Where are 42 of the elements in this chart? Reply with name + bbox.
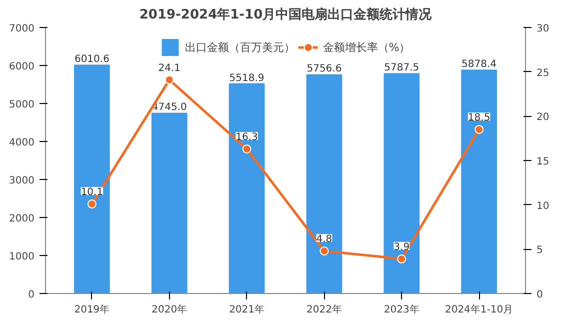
- x-tick-label: 2020年: [152, 304, 188, 316]
- point: [87, 199, 96, 208]
- legend-label: 出口金额（百万美元）: [184, 40, 295, 54]
- data-label: 5878.4: [462, 59, 497, 70]
- bar: [151, 112, 188, 294]
- y2-tick-label: 25: [536, 68, 550, 79]
- x-tick-label: 2021年: [229, 304, 265, 316]
- data-label: 6010.6: [74, 54, 110, 66]
- y2-tick-label: 30: [536, 24, 550, 34]
- point: [320, 246, 329, 256]
- data-label: 24.1: [158, 62, 181, 74]
- legend-label: 金额增长率（%）: [322, 40, 410, 54]
- point: [474, 124, 484, 134]
- y2-tick-label: 5: [536, 245, 543, 256]
- y2-tick-label: 20: [536, 112, 550, 124]
- y-tick-label: 4000: [9, 138, 35, 148]
- y-tick-label: 7000: [9, 24, 35, 34]
- point: [242, 144, 252, 154]
- y-tick-label: 1000: [9, 252, 35, 262]
- bar: [384, 73, 420, 294]
- chart-title: 2019-2024年1-10月中国电扇出口金额统计情况: [139, 6, 433, 22]
- x-tick-label: 2019年: [74, 304, 110, 316]
- data-label: 5787.5: [384, 62, 420, 74]
- x-tick-label: 2023年: [384, 304, 420, 316]
- bar: [461, 70, 497, 294]
- x-tick-label: 2022年: [306, 304, 342, 316]
- y2-tick-label: 10: [536, 200, 550, 212]
- y-tick-label: 5000: [9, 100, 35, 110]
- y-tick-label: 2000: [9, 214, 35, 224]
- data-label: 5756.6: [306, 64, 342, 75]
- bar: [306, 74, 342, 294]
- y-tick-label: 3000: [9, 176, 35, 186]
- y2-tick-label: 0: [536, 290, 543, 300]
- y-tick-label: 6000: [9, 62, 35, 72]
- y2-tick-label: 15: [536, 156, 550, 168]
- point: [164, 75, 174, 84]
- x-tick-label: 2024年1-10月: [444, 304, 514, 316]
- point: [397, 254, 406, 264]
- bar: [228, 83, 265, 294]
- bar: [74, 64, 110, 294]
- data-label: 5518.9: [229, 72, 264, 84]
- y-tick-label: 0: [28, 290, 35, 300]
